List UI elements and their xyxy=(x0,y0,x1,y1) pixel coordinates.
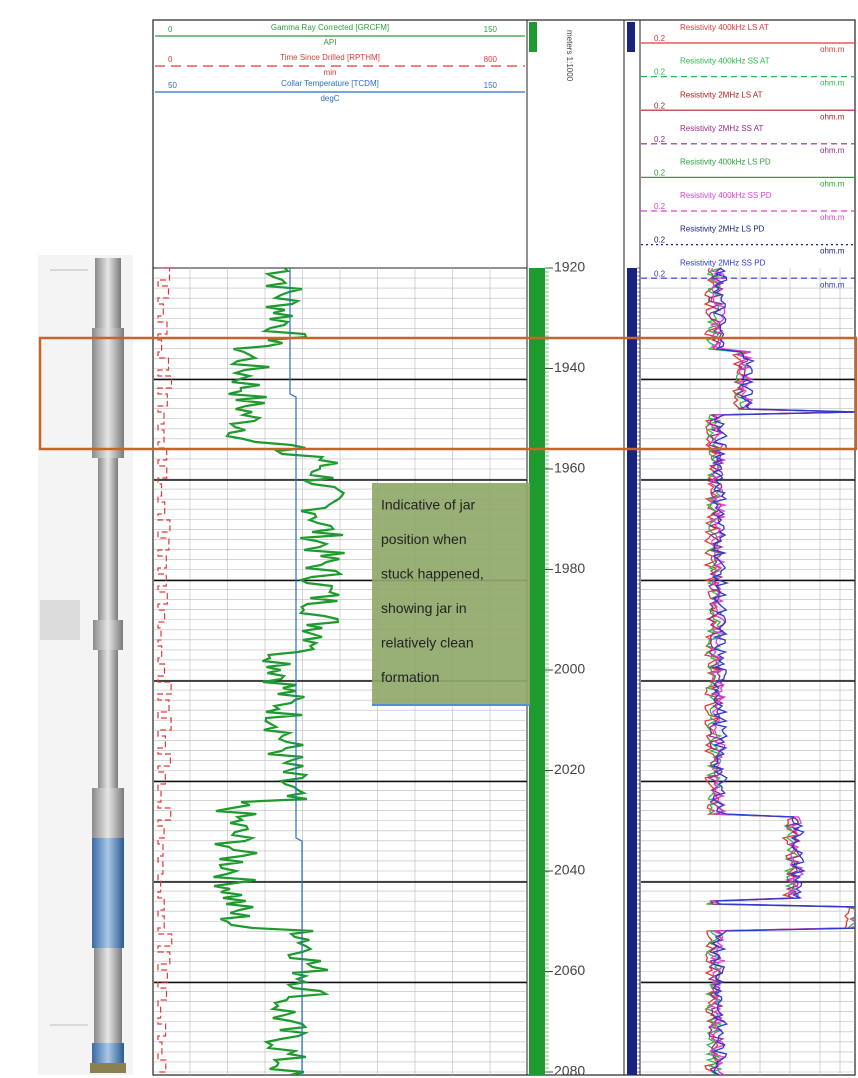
depth-label: 1960 xyxy=(554,460,585,476)
scale-right: 150 xyxy=(484,81,498,90)
curve-unit: API xyxy=(324,38,337,47)
curve-name: Resistivity 400kHz LS PD xyxy=(680,158,771,167)
curve-unit: ohm.m xyxy=(820,79,845,88)
resistivity-header: Resistivity 400kHz LS AT 0.2 ohm.m Resistiv… xyxy=(641,23,855,289)
depth-label: 2020 xyxy=(554,761,585,777)
curve-unit: ohm.m xyxy=(820,112,845,121)
curve-name: Time Since Drilled [RPTHM] xyxy=(280,53,380,62)
curve-name: Collar Temperature [TCDM] xyxy=(281,79,379,88)
scale-left: 0.2 xyxy=(654,68,666,77)
resistivity-curves xyxy=(705,268,858,1075)
curve-name: Resistivity 400kHz SS PD xyxy=(680,191,772,200)
depth-track: 1920 1940 1960 1980 2000 2020 2040 2060 2080 xyxy=(529,22,640,1078)
resistivity-curve xyxy=(711,268,858,1075)
scale-left: 0 xyxy=(168,25,173,34)
curve-name: Resistivity 2MHz SS PD xyxy=(680,258,766,267)
resistivity-curve xyxy=(713,268,858,1075)
scale-left: 50 xyxy=(168,81,177,90)
depth-label: 2060 xyxy=(554,962,585,978)
resistivity-curve xyxy=(707,268,858,1075)
curve-unit: ohm.m xyxy=(820,180,845,189)
curve-unit: ohm.m xyxy=(820,213,845,222)
resistivity-curve xyxy=(709,268,858,1075)
resistivity-curve xyxy=(705,268,851,1075)
scale-right: 150 xyxy=(484,25,498,34)
scale-left: 0.2 xyxy=(654,135,666,144)
curve-name: Resistivity 400kHz SS AT xyxy=(680,57,770,66)
curve-unit: min xyxy=(324,68,337,77)
curve-name: Resistivity 2MHz SS AT xyxy=(680,124,764,133)
annotation-line: Indicative of jar xyxy=(381,497,475,513)
scale-left: 0 xyxy=(168,55,173,64)
depth-label: 1980 xyxy=(554,560,585,576)
curve-name: Gamma Ray Corrected [GRCFM] xyxy=(271,23,389,32)
header: 0 Gamma Ray Corrected [GRCFM] 150 API 0 Time … xyxy=(155,23,855,289)
depth-label: 1940 xyxy=(554,359,585,375)
curve-unit: degC xyxy=(320,94,339,103)
bha-drawing xyxy=(38,255,133,1075)
curve-name: Resistivity 2MHz LS PD xyxy=(680,225,765,234)
scale-left: 0.2 xyxy=(654,269,666,278)
depth-scale-label: meters 1:1000 xyxy=(565,30,574,82)
curve-unit: ohm.m xyxy=(820,280,845,289)
scale-left: 0.2 xyxy=(654,202,666,211)
curve-unit: ohm.m xyxy=(820,146,845,155)
scale-left: 0.2 xyxy=(654,169,666,178)
well-log: 0 Gamma Ray Corrected [GRCFM] 150 API 0 Time … xyxy=(0,0,858,1078)
gamma-ray-curve xyxy=(214,268,345,1075)
curve-unit: ohm.m xyxy=(820,247,845,256)
annotation-line: formation xyxy=(381,669,439,685)
depth-label: 1920 xyxy=(554,259,585,275)
curve-name: Resistivity 400kHz LS AT xyxy=(680,23,769,32)
scale-right: 800 xyxy=(484,55,498,64)
annotation-line: showing jar in xyxy=(381,600,467,616)
depth-label: 2080 xyxy=(554,1063,585,1078)
scale-left: 0.2 xyxy=(654,101,666,110)
curve-name: Resistivity 2MHz LS AT xyxy=(680,90,763,99)
annotation-line: relatively clean xyxy=(381,635,474,651)
scale-left: 0.2 xyxy=(654,236,666,245)
track1-curves xyxy=(158,268,345,1075)
depth-label: 2040 xyxy=(554,862,585,878)
annotation-line: position when xyxy=(381,531,467,547)
annotation-line: stuck happened, xyxy=(381,566,484,582)
scale-left: 0.2 xyxy=(654,34,666,43)
depth-label: 2000 xyxy=(554,661,585,677)
curve-unit: ohm.m xyxy=(820,45,845,54)
